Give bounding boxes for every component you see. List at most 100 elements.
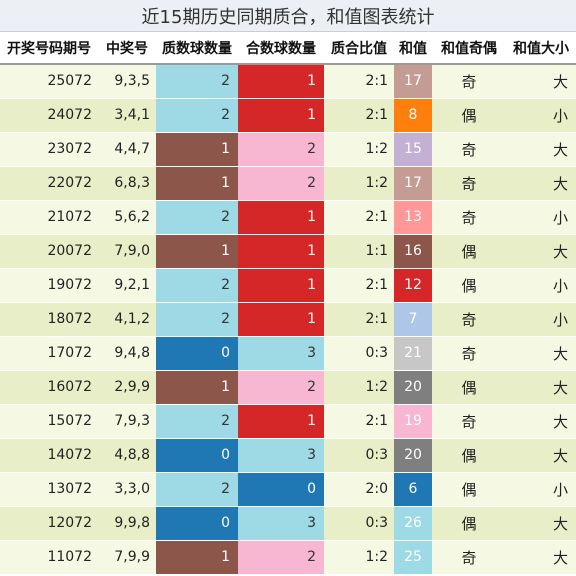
- composite-count-cell: 1: [238, 233, 324, 268]
- sum-cell: 12: [394, 267, 432, 302]
- table-row: 14072 4,8,8 0 3 0:3 20 偶大: [0, 437, 576, 472]
- size-cell: 小: [506, 267, 576, 302]
- composite-count-cell: 2: [238, 165, 324, 200]
- ratio-cell: 0:3: [324, 335, 394, 370]
- ratio-cell: 1:2: [324, 539, 394, 574]
- sum-cell: 13: [394, 199, 432, 234]
- sum-cell: 8: [394, 97, 432, 132]
- issue-cell: 16072: [0, 369, 98, 404]
- sum-cell: 19: [394, 403, 432, 438]
- issue-cell: 23072: [0, 131, 98, 166]
- issue-cell: 12072: [0, 505, 98, 540]
- size-cell: 大: [506, 335, 576, 370]
- numbers-cell: 9,3,5: [98, 63, 156, 98]
- sum-cell: 20: [394, 369, 432, 404]
- ratio-cell: 2:1: [324, 267, 394, 302]
- prime-count-cell: 0: [156, 335, 238, 370]
- composite-count-cell: 1: [238, 267, 324, 302]
- ratio-cell: 1:1: [324, 233, 394, 268]
- prime-count-cell: 0: [156, 505, 238, 540]
- table-row: 12072 9,9,8 0 3 0:3 26 偶大: [0, 505, 576, 540]
- col-sum-header: 和值: [394, 32, 432, 65]
- parity-cell: 偶: [432, 267, 506, 302]
- issue-cell: 18072: [0, 301, 98, 336]
- size-cell: 小: [506, 471, 576, 506]
- sum-cell: 26: [394, 505, 432, 540]
- table-row: 20072 7,9,0 1 1 1:1 16 偶大: [0, 233, 576, 268]
- sum-cell: 21: [394, 335, 432, 370]
- table-row: 17072 9,4,8 0 3 0:3 21 奇大: [0, 335, 576, 370]
- table-title: 近15期历史同期质合，和值图表统计: [0, 0, 576, 32]
- sum-cell: 15: [394, 131, 432, 166]
- issue-cell: 25072: [0, 63, 98, 98]
- numbers-cell: 9,9,8: [98, 505, 156, 540]
- stats-table: 开奖号码期号 中奖号 质数球数量 合数球数量 质合比值 和值 和值奇偶 和值大小…: [0, 32, 576, 574]
- issue-cell: 20072: [0, 233, 98, 268]
- parity-cell: 奇: [432, 539, 506, 574]
- sum-cell: 6: [394, 471, 432, 506]
- size-cell: 大: [506, 63, 576, 98]
- composite-count-cell: 3: [238, 505, 324, 540]
- parity-cell: 偶: [432, 471, 506, 506]
- numbers-cell: 5,6,2: [98, 199, 156, 234]
- table-row: 15072 7,9,3 2 1 2:1 19 奇大: [0, 403, 576, 438]
- prime-count-cell: 2: [156, 63, 238, 98]
- sum-cell: 7: [394, 301, 432, 336]
- sum-cell: 17: [394, 165, 432, 200]
- parity-cell: 偶: [432, 97, 506, 132]
- issue-cell: 13072: [0, 471, 98, 506]
- parity-cell: 奇: [432, 131, 506, 166]
- parity-cell: 奇: [432, 335, 506, 370]
- size-cell: 大: [506, 437, 576, 472]
- ratio-cell: 2:1: [324, 63, 394, 98]
- numbers-cell: 4,4,7: [98, 131, 156, 166]
- composite-count-cell: 1: [238, 199, 324, 234]
- table-row: 11072 7,9,9 1 2 1:2 25 奇大: [0, 539, 576, 574]
- col-issue-header: 开奖号码期号: [0, 32, 98, 65]
- composite-count-cell: 3: [238, 437, 324, 472]
- issue-cell: 24072: [0, 97, 98, 132]
- ratio-cell: 1:2: [324, 165, 394, 200]
- numbers-cell: 9,2,1: [98, 267, 156, 302]
- parity-cell: 奇: [432, 301, 506, 336]
- ratio-cell: 2:0: [324, 471, 394, 506]
- size-cell: 大: [506, 165, 576, 200]
- sum-cell: 20: [394, 437, 432, 472]
- prime-count-cell: 2: [156, 301, 238, 336]
- ratio-cell: 2:1: [324, 301, 394, 336]
- prime-count-cell: 1: [156, 131, 238, 166]
- table-row: 18072 4,1,2 2 1 2:1 7 奇小: [0, 301, 576, 336]
- parity-cell: 奇: [432, 165, 506, 200]
- numbers-cell: 3,4,1: [98, 97, 156, 132]
- prime-count-cell: 1: [156, 233, 238, 268]
- header-row: 开奖号码期号 中奖号 质数球数量 合数球数量 质合比值 和值 和值奇偶 和值大小: [0, 32, 576, 65]
- numbers-cell: 4,1,2: [98, 301, 156, 336]
- ratio-cell: 1:2: [324, 369, 394, 404]
- composite-count-cell: 3: [238, 335, 324, 370]
- prime-count-cell: 1: [156, 165, 238, 200]
- parity-cell: 奇: [432, 199, 506, 234]
- table-row: 13072 3,3,0 2 0 2:0 6 偶小: [0, 471, 576, 506]
- table-row: 25072 9,3,5 2 1 2:1 17 奇大: [0, 63, 576, 98]
- size-cell: 大: [506, 369, 576, 404]
- numbers-cell: 6,8,3: [98, 165, 156, 200]
- table-row: 19072 9,2,1 2 1 2:1 12 偶小: [0, 267, 576, 302]
- size-cell: 大: [506, 505, 576, 540]
- col-numbers-header: 中奖号: [98, 32, 156, 65]
- issue-cell: 21072: [0, 199, 98, 234]
- ratio-cell: 0:3: [324, 437, 394, 472]
- ratio-cell: 1:2: [324, 131, 394, 166]
- prime-count-cell: 2: [156, 471, 238, 506]
- numbers-cell: 3,3,0: [98, 471, 156, 506]
- issue-cell: 15072: [0, 403, 98, 438]
- prime-count-cell: 1: [156, 369, 238, 404]
- composite-count-cell: 1: [238, 63, 324, 98]
- size-cell: 小: [506, 301, 576, 336]
- composite-count-cell: 2: [238, 539, 324, 574]
- table-row: 23072 4,4,7 1 2 1:2 15 奇大: [0, 131, 576, 166]
- prime-count-cell: 2: [156, 199, 238, 234]
- ratio-cell: 2:1: [324, 97, 394, 132]
- size-cell: 小: [506, 199, 576, 234]
- issue-cell: 11072: [0, 539, 98, 574]
- table-row: 16072 2,9,9 1 2 1:2 20 偶大: [0, 369, 576, 404]
